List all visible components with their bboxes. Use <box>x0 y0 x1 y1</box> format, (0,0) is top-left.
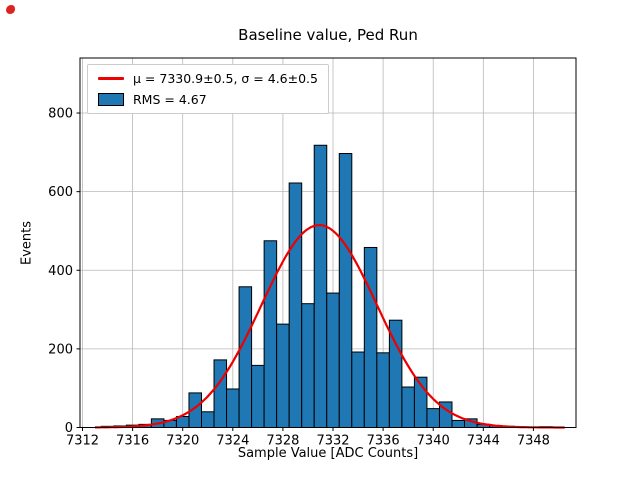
legend-fit-label: μ = 7330.9±0.5, σ = 4.6±0.5 <box>133 71 318 86</box>
histogram-bar <box>351 351 365 428</box>
histogram-bar <box>213 359 228 429</box>
legend-rms-label: RMS = 4.67 <box>133 92 207 107</box>
histogram-bar <box>288 182 303 428</box>
y-tick-label: 800 <box>48 107 73 122</box>
y-tick-label: 200 <box>48 342 73 357</box>
y-axis-label: Events <box>19 220 35 266</box>
histogram-bar <box>238 286 253 428</box>
x-tick-label: 7344 <box>467 434 500 449</box>
histogram-bar <box>363 246 378 428</box>
histogram-bar <box>251 364 265 429</box>
x-tick-label: 7320 <box>166 434 199 449</box>
legend-item-hist: RMS = 4.67 <box>98 92 318 107</box>
y-tick-label: 0 <box>65 421 73 436</box>
x-tick-label: 7324 <box>216 434 249 449</box>
legend-item-fit: μ = 7330.9±0.5, σ = 4.6±0.5 <box>98 71 318 86</box>
chart-title: Baseline value, Ped Run <box>238 26 418 44</box>
histogram-bar <box>401 386 415 429</box>
x-tick-label: 7312 <box>66 434 99 449</box>
histogram-bar <box>451 419 466 429</box>
histogram-bar <box>326 292 340 428</box>
histogram-bar <box>276 323 290 428</box>
red-corner-marker <box>6 5 15 14</box>
legend: μ = 7330.9±0.5, σ = 4.6±0.5 RMS = 4.67 <box>87 64 329 114</box>
gaussian-fit-curve <box>95 224 565 429</box>
x-tick-label: 7328 <box>266 434 299 449</box>
histogram-bar <box>376 352 390 428</box>
y-tick-label: 400 <box>48 264 73 279</box>
x-tick-label: 7332 <box>316 434 349 449</box>
y-tick-label: 600 <box>48 185 73 200</box>
histogram-bar <box>301 303 315 428</box>
x-tick-label: 7336 <box>367 434 400 449</box>
histogram-bar <box>313 144 328 428</box>
axes-spines <box>79 57 577 428</box>
x-tick-label: 7348 <box>517 434 550 449</box>
histogram-bar <box>338 153 353 429</box>
x-tick-label: 7316 <box>116 434 149 449</box>
histogram-bar <box>226 388 240 429</box>
x-axis-label: Sample Value [ADC Counts] <box>237 446 419 461</box>
x-tick-label: 7340 <box>417 434 450 449</box>
histogram-patch-swatch <box>98 93 124 106</box>
histogram-bar <box>200 411 215 428</box>
histogram-bar <box>426 408 440 429</box>
fit-line-swatch <box>98 77 124 80</box>
histogram-bar <box>263 240 278 428</box>
